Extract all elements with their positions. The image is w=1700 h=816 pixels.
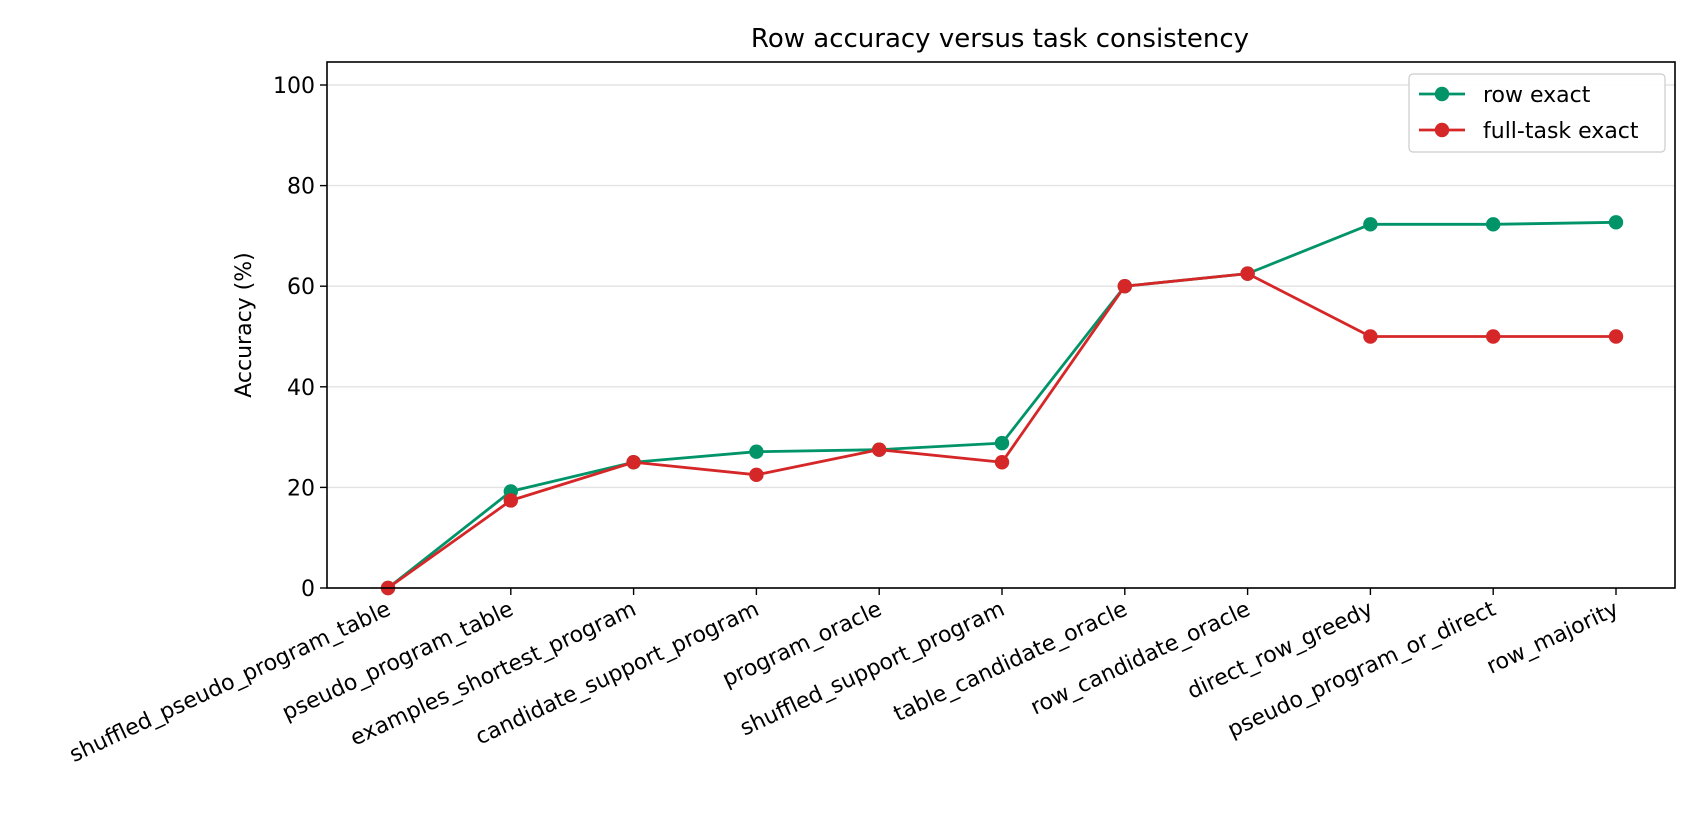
y-tick-label-0: 0 xyxy=(301,577,315,602)
legend: row exact full-task exact xyxy=(1408,73,1666,153)
series-line-0 xyxy=(387,220,1617,590)
data-point-0-9 xyxy=(1486,217,1501,232)
legend-label-1: full-task exact xyxy=(1483,119,1639,144)
legend-marker-1 xyxy=(1434,122,1450,138)
data-point-0-3 xyxy=(749,444,764,459)
legend-marker-0 xyxy=(1434,86,1450,102)
chart-title: Row accuracy versus task consistency xyxy=(751,24,1249,54)
x-axis: shuffled_pseudo_program_tablepseudo_prog… xyxy=(66,588,1623,768)
x-tick-label-row_majority: row_majority xyxy=(1483,597,1623,680)
data-point-1-3 xyxy=(749,467,764,483)
y-tick-label-100: 100 xyxy=(273,74,315,99)
data-point-1-4 xyxy=(872,442,887,457)
data-point-1-1 xyxy=(503,493,518,508)
y-tick-label-60: 60 xyxy=(287,275,315,300)
series-full-task-exact xyxy=(380,266,1624,596)
legend-label-0: row exact xyxy=(1483,83,1591,108)
x-tick-label-row_candidate_oracle: row_candidate_oracle xyxy=(1027,597,1254,721)
data-point-0-10 xyxy=(1608,215,1624,230)
y-tick-label-80: 80 xyxy=(287,175,315,200)
y-tick-label-40: 40 xyxy=(287,376,315,401)
y-axis: 0 20 40 60 80 100 xyxy=(273,74,327,602)
data-point-1-2 xyxy=(626,455,641,470)
y-axis-label: Accuracy (%) xyxy=(232,252,257,398)
data-point-1-7 xyxy=(1240,266,1255,281)
data-point-1-10 xyxy=(1608,329,1624,344)
plot-series xyxy=(380,215,1624,596)
plot-frame xyxy=(326,61,1676,589)
data-point-0-8 xyxy=(1363,217,1378,232)
x-tick-label-table_candidate_oracle: table_candidate_oracle xyxy=(890,597,1131,727)
data-point-1-8 xyxy=(1363,329,1378,344)
data-point-1-9 xyxy=(1486,329,1501,344)
data-point-1-6 xyxy=(1117,279,1133,294)
series-row-exact xyxy=(380,215,1624,596)
data-point-1-5 xyxy=(994,455,1010,470)
series-line-1 xyxy=(387,272,1616,590)
legend-box xyxy=(1408,73,1666,153)
y-tick-label-20: 20 xyxy=(287,476,315,501)
data-point-0-5 xyxy=(994,435,1010,451)
